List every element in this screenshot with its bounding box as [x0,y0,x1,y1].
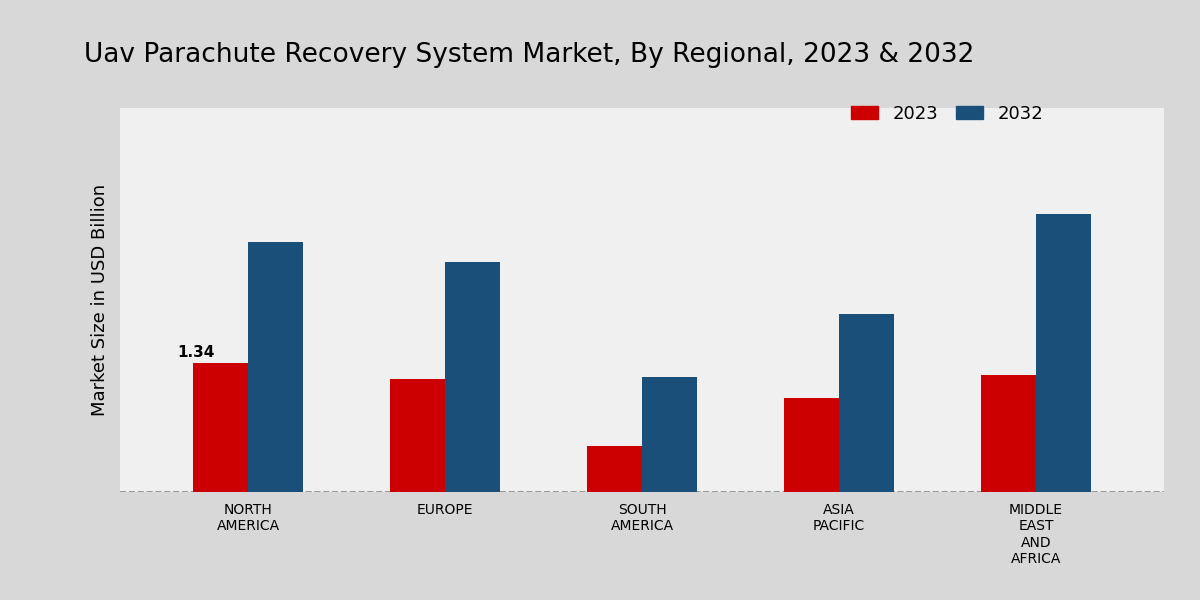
Bar [587,446,642,492]
Bar [642,377,697,492]
Bar [1036,214,1091,492]
Bar [980,375,1036,492]
Bar [445,262,500,492]
Text: Uav Parachute Recovery System Market, By Regional, 2023 & 2032: Uav Parachute Recovery System Market, By… [84,42,974,68]
Bar [784,398,839,492]
Text: 1.34: 1.34 [178,344,215,359]
Legend: 2023, 2032: 2023, 2032 [844,98,1050,130]
Bar [390,379,445,492]
Bar [248,242,304,492]
Y-axis label: Market Size in USD Billion: Market Size in USD Billion [91,184,109,416]
Bar [839,314,894,492]
Bar [193,364,248,492]
